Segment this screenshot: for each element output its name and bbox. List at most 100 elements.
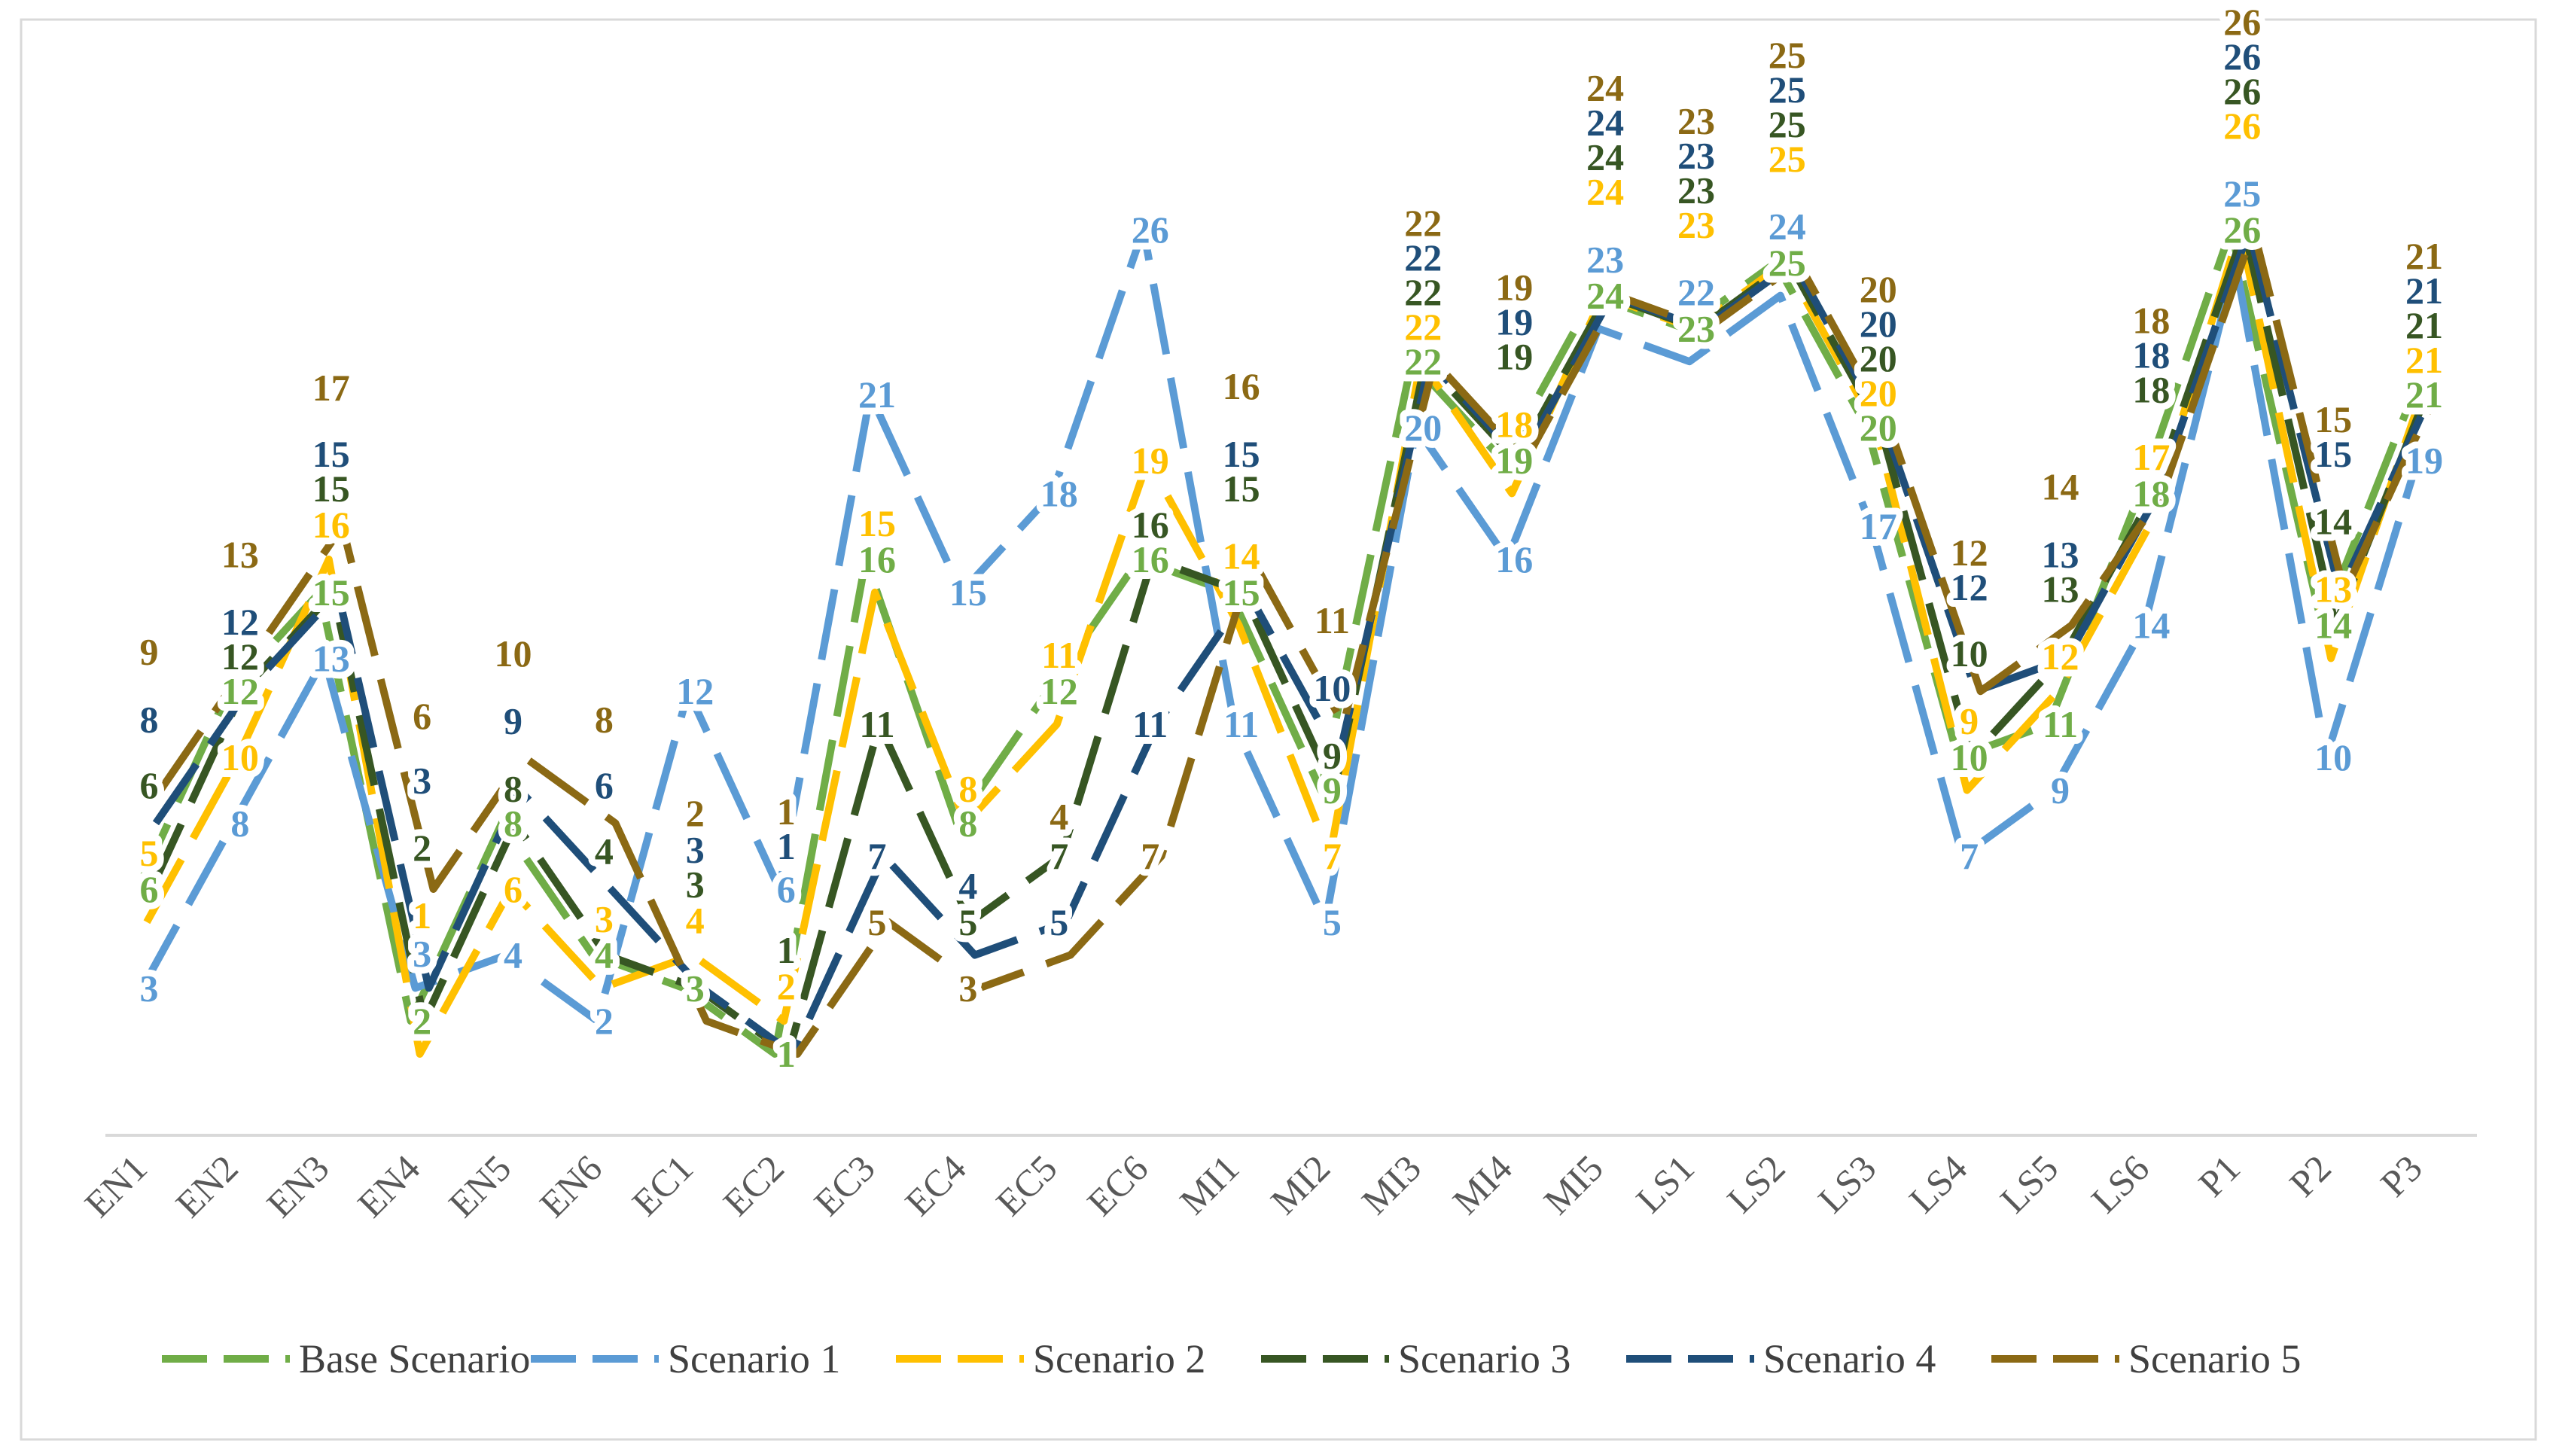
data-label-s5-P2: 15 — [2314, 398, 2352, 440]
series-line-5 — [157, 226, 2439, 1058]
data-label-s5-EC4: 3 — [958, 967, 977, 1009]
data-label-s2-LS4: 9 — [1960, 700, 1979, 742]
data-labels: 6121528431168121615922192423252010111826… — [133, 0, 2451, 1082]
data-label-s1-MI3: 20 — [1404, 407, 1442, 449]
data-label-s1-MI1: 11 — [1223, 703, 1259, 745]
data-label-s2-EC1: 4 — [686, 900, 705, 942]
data-label-s4-EC1: 3 — [686, 828, 705, 870]
series-line-1 — [139, 226, 2421, 1025]
data-label-s0-LS4: 10 — [1951, 736, 1988, 778]
legend-label-4: Scenario 4 — [1763, 1336, 1936, 1381]
data-label-s0-MI5: 24 — [1586, 275, 1624, 317]
data-label-s2-EN4: 1 — [413, 894, 431, 937]
data-label-s3-LS4: 10 — [1951, 632, 1988, 675]
data-label-s2-MI5: 24 — [1586, 171, 1624, 213]
data-label-s2-EN2: 10 — [221, 736, 259, 778]
data-label-s1-EN6: 2 — [595, 1000, 614, 1042]
data-label-s3-EC6: 16 — [1132, 504, 1169, 546]
data-label-s0-EC3: 16 — [858, 538, 896, 580]
data-label-s5-P3: 21 — [2405, 235, 2443, 277]
data-label-s4-LS1: 23 — [1677, 134, 1715, 176]
data-label-s3-P2: 14 — [2314, 501, 2352, 543]
data-label-s1-EN4: 3 — [413, 932, 431, 974]
data-label-s3-LS6: 18 — [2132, 368, 2170, 410]
data-label-s0-LS6: 18 — [2132, 472, 2170, 514]
data-label-s4-P2: 15 — [2314, 433, 2352, 475]
data-label-s0-LS5: 11 — [2043, 703, 2078, 745]
data-label-s4-P1: 26 — [2223, 35, 2261, 78]
data-label-s2-MI2: 7 — [1323, 835, 1342, 877]
data-label-s2-EN3: 16 — [312, 504, 350, 546]
data-label-s1-P2: 10 — [2314, 736, 2352, 778]
data-label-s2-LS3: 20 — [1860, 372, 1897, 414]
data-label-s2-MI3: 22 — [1404, 306, 1442, 348]
data-label-s2-LS5: 12 — [2042, 635, 2079, 678]
data-label-s1-MI2: 5 — [1323, 901, 1342, 943]
legend-label-5: Scenario 5 — [2128, 1336, 2301, 1381]
data-label-s4-EN1: 8 — [140, 698, 159, 740]
data-label-s4-LS4: 12 — [1951, 566, 1988, 608]
data-label-s1-EC6: 26 — [1132, 209, 1169, 251]
data-label-s4-LS5: 13 — [2042, 533, 2079, 575]
data-label-s0-P1: 26 — [2223, 209, 2261, 251]
data-label-s5-EC3: 5 — [868, 901, 887, 943]
data-label-s5-MI1: 16 — [1223, 365, 1260, 407]
data-label-s5-LS4: 12 — [1951, 532, 1988, 574]
data-label-s5-LS2: 25 — [1769, 34, 1806, 76]
data-label-s1-LS4: 7 — [1960, 835, 1979, 877]
data-label-s3-MI4: 19 — [1495, 336, 1533, 378]
data-label-s4-EN6: 6 — [595, 764, 614, 806]
data-label-s1-LS2: 24 — [1769, 206, 1806, 248]
data-label-s4-EN3: 15 — [312, 433, 350, 475]
data-label-s3-MI1: 15 — [1223, 468, 1260, 510]
data-label-s4-EC6: 11 — [1132, 703, 1168, 745]
data-label-s1-EC2: 6 — [777, 868, 796, 910]
data-label-s5-EC6: 7 — [1141, 835, 1159, 877]
series-line-0 — [134, 226, 2417, 1058]
data-label-s5-EN6: 8 — [595, 698, 614, 740]
data-label-s1-EC4: 15 — [949, 571, 987, 614]
data-label-s1-LS3: 17 — [1860, 505, 1897, 547]
data-label-s3-EN2: 12 — [221, 635, 259, 678]
data-label-s1-EN2: 8 — [230, 802, 249, 844]
data-label-s2-EC6: 19 — [1132, 440, 1169, 482]
data-label-s3-EN1: 6 — [140, 764, 159, 806]
data-label-s0-MI3: 22 — [1404, 340, 1442, 382]
data-label-s1-EN5: 4 — [504, 934, 522, 976]
data-label-s4-MI2: 10 — [1313, 667, 1351, 709]
data-label-s5-P1: 26 — [2223, 1, 2261, 43]
data-label-s3-EC4: 5 — [958, 901, 977, 943]
data-label-s1-LS1: 22 — [1677, 271, 1715, 313]
data-label-s3-EN6: 4 — [595, 830, 614, 873]
legend-label-0: Base Scenario — [299, 1336, 530, 1381]
data-label-s5-EC1: 2 — [686, 792, 705, 834]
data-label-s1-LS6: 14 — [2132, 605, 2170, 647]
legend-label-3: Scenario 3 — [1398, 1336, 1570, 1381]
data-label-s2-LS1: 23 — [1677, 203, 1715, 245]
data-label-s1-EC3: 21 — [858, 373, 896, 416]
data-label-s0-LS1: 23 — [1677, 307, 1715, 349]
data-label-s5-EN1: 9 — [140, 631, 159, 673]
data-label-s5-EN5: 10 — [495, 632, 532, 675]
data-label-s5-MI5: 24 — [1586, 67, 1624, 109]
data-label-s1-EC1: 12 — [676, 670, 714, 712]
data-label-s4-LS3: 20 — [1860, 303, 1897, 345]
data-label-s1-P3: 19 — [2405, 440, 2443, 482]
data-label-s0-EC2: 1 — [777, 1033, 796, 1075]
data-label-s2-EC3: 15 — [858, 502, 896, 544]
data-label-s4-EN5: 9 — [504, 700, 522, 742]
data-label-s5-EC2: 1 — [777, 790, 796, 833]
data-label-s3-MI5: 24 — [1586, 136, 1624, 178]
data-label-s3-LS2: 25 — [1769, 103, 1806, 145]
data-label-s2-MI1: 14 — [1223, 535, 1260, 577]
data-label-s2-EC5: 11 — [1041, 634, 1077, 676]
data-label-s5-EN3: 17 — [312, 367, 350, 409]
data-label-s4-MI5: 24 — [1586, 102, 1624, 144]
data-label-s3-EN3: 15 — [312, 468, 350, 510]
data-label-s0-MI1: 15 — [1223, 571, 1260, 614]
data-label-s0-EC1: 3 — [686, 967, 705, 1009]
data-label-s0-LS2: 25 — [1769, 242, 1806, 284]
data-label-s3-MI2: 9 — [1323, 735, 1342, 777]
